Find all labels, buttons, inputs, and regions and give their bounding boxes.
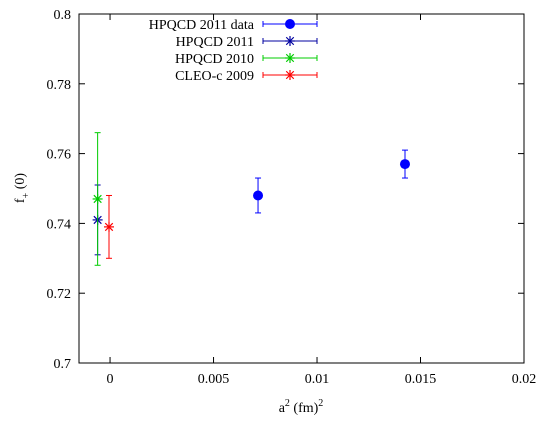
data-point: [92, 132, 103, 266]
y-tick-label: 0.72: [47, 287, 72, 302]
legend: HPQCD 2011 data HPQCD 2011 HPQCD 2010 CLEO-…: [149, 18, 318, 84]
marker-circle: [253, 190, 264, 201]
legend-label: CLEO-c 2009: [175, 69, 254, 84]
data-point: [399, 149, 410, 179]
x-tick-labels: 0 0.005 0.01 0.015 0.02: [107, 372, 537, 387]
y-tick-label: 0.74: [47, 217, 72, 232]
marker-star-d2: [93, 194, 102, 204]
legend-entry: HPQCD 2010: [175, 52, 318, 67]
legend-entry: CLEO-c 2009: [175, 69, 318, 84]
marker-star-d2: [285, 70, 295, 80]
marker-star-d2: [285, 36, 295, 46]
y-tick-label: 0.76: [47, 148, 72, 163]
series-3: [104, 194, 115, 259]
data-point: [253, 177, 264, 214]
legend-entry: HPQCD 2011: [176, 35, 318, 50]
marker-circle: [285, 19, 295, 29]
legend-label: HPQCD 2010: [175, 52, 254, 67]
y-tick-labels: 0.7 0.72 0.74 0.76 0.78 0.8: [47, 8, 72, 372]
y-tick-label: 0.78: [47, 78, 72, 93]
x-tick-label: 0.015: [405, 372, 437, 387]
legend-label: HPQCD 2011 data: [149, 18, 255, 33]
x-tick-label: 0.005: [198, 372, 230, 387]
data-point: [104, 194, 115, 259]
x-tick-label: 0.02: [512, 372, 537, 387]
series-0: [253, 149, 410, 214]
x-axis-label: a2 (fm)2: [279, 398, 324, 416]
x-tick-label: 0: [107, 372, 114, 387]
marker-star-d2: [104, 222, 114, 232]
legend-entry: HPQCD 2011 data: [149, 18, 318, 33]
marker-circle: [399, 159, 410, 170]
y-axis-label: f+ (0): [13, 173, 32, 203]
x-tick-label: 0.01: [305, 372, 330, 387]
y-tick-label: 0.7: [54, 357, 72, 372]
series-2: [92, 132, 103, 266]
legend-label: HPQCD 2011: [176, 35, 254, 50]
marker-star-d2: [285, 53, 295, 63]
axis-ticks: [79, 13, 525, 364]
plot-area-frame: [78, 13, 525, 364]
y-tick-label: 0.8: [54, 8, 72, 23]
data-layer: [92, 132, 410, 266]
